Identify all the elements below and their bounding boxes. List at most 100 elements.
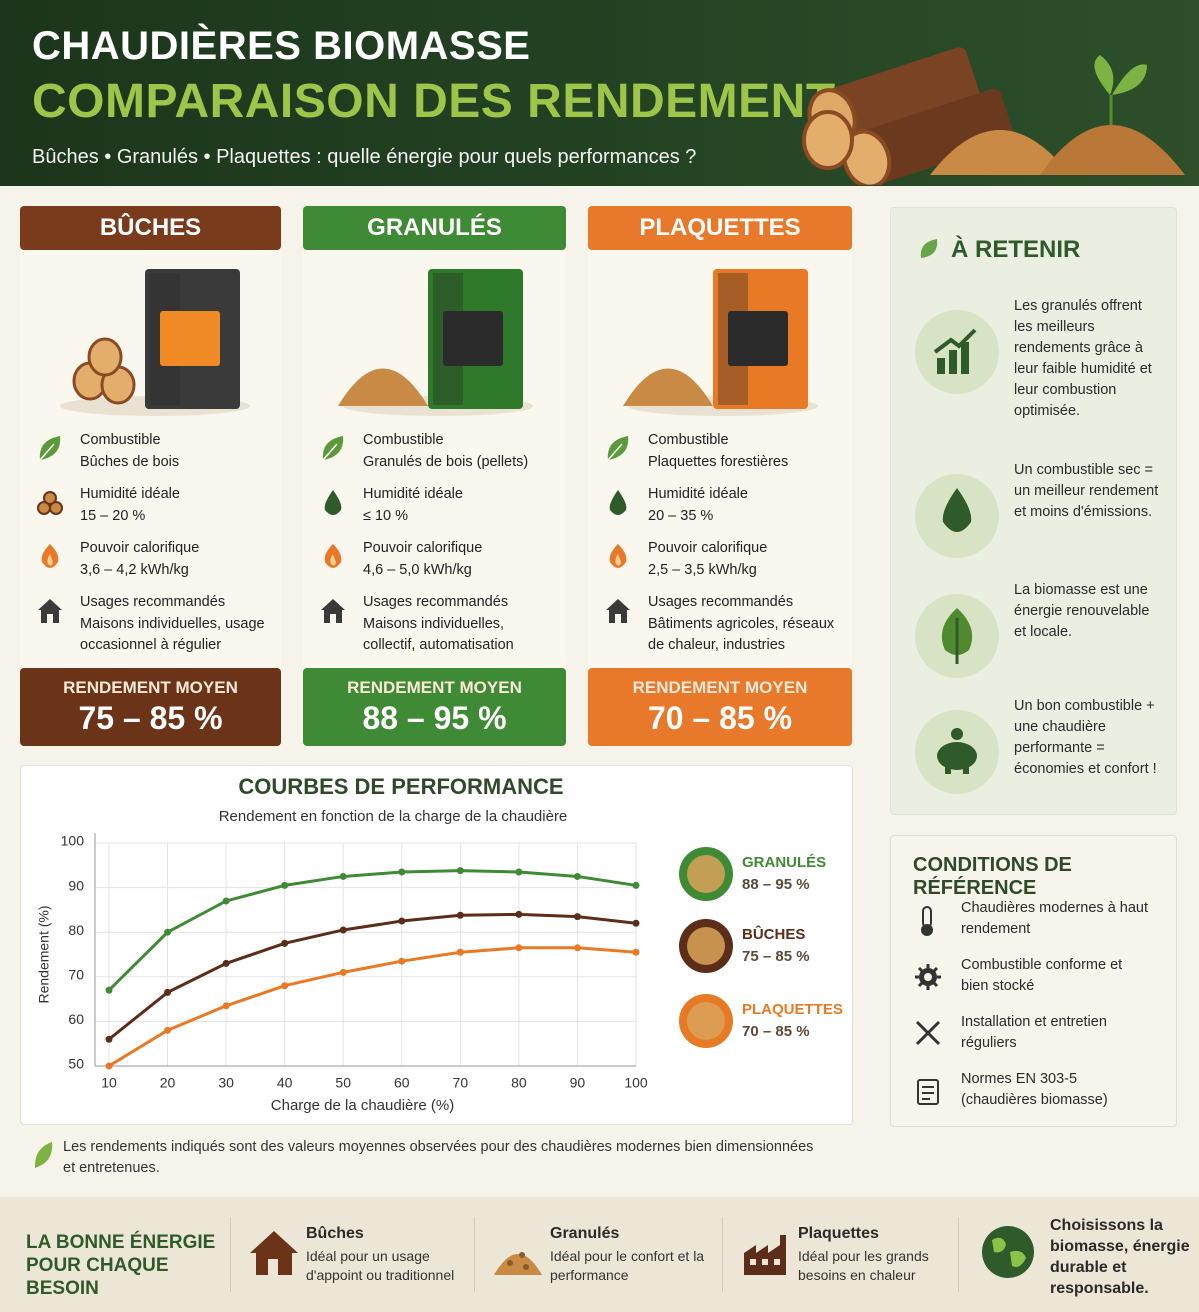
spec-value: Bûches de bois xyxy=(80,454,180,470)
spec-label: Usages recommandés xyxy=(648,594,794,610)
y-tick-label: 90 xyxy=(68,877,84,893)
condition-text: Normes EN 303-5 (chaudières biomasse) xyxy=(961,1071,1108,1108)
legend-name: BÛCHES xyxy=(742,925,805,943)
footer-item-text: Idéal pour le confort et la performance xyxy=(550,1248,705,1283)
data-point xyxy=(281,881,289,889)
retenir-text: Les granulés offrent les meilleurs rende… xyxy=(1014,298,1152,419)
spec-value: Granulés de bois (pellets) xyxy=(363,454,529,470)
data-point xyxy=(281,982,289,990)
separator xyxy=(958,1217,959,1292)
spec-icon xyxy=(38,599,62,623)
data-point xyxy=(105,1035,113,1043)
legend-detail: 70 – 85 % xyxy=(742,1023,810,1040)
separator xyxy=(722,1217,723,1292)
card: BÛCHES Combustible Bûches de bois Humidité… xyxy=(20,206,281,746)
footer-item-text: Idéal pour un usage d'appoint ou traditi… xyxy=(306,1248,455,1283)
chart-panel: COURBES DE PERFORMANCE Rendement en fonct… xyxy=(20,765,853,1125)
spec-row: Usages recommandés Maisons individuelles,… xyxy=(303,594,566,654)
chart: COURBES DE PERFORMANCE Rendement en fonct… xyxy=(36,774,843,1114)
footer-closing: Choisissons la biomasse, énergie durable… xyxy=(1050,1217,1190,1297)
spec-icon xyxy=(609,490,627,515)
boiler-illustration xyxy=(60,269,250,416)
data-point xyxy=(105,986,113,994)
card-title: BÛCHES xyxy=(20,206,281,250)
spec-row: Pouvoir calorifique 2,5 – 3,5 kWh/kg xyxy=(588,540,852,600)
data-point xyxy=(456,948,464,956)
footer-icon xyxy=(250,1231,298,1275)
spec-row: Humidité idéale 20 – 35 % xyxy=(588,486,852,546)
spec-label: Humidité idéale xyxy=(363,486,463,502)
spec-icon xyxy=(609,544,627,568)
spec-value: Plaquettes forestières xyxy=(648,454,789,470)
spec-label: Pouvoir calorifique xyxy=(80,540,200,556)
retenir-title: À RETENIR xyxy=(951,236,1081,263)
spec-value: Bâtiments agricoles, réseaux de chaleur,… xyxy=(648,616,835,653)
logs-illustration xyxy=(802,47,1185,185)
footer-item-text: Idéal pour les grands besoins en chaleur xyxy=(798,1248,929,1283)
spec-row: Usages recommandés Bâtiments agricoles, r… xyxy=(588,594,852,654)
data-point xyxy=(456,867,464,875)
card: GRANULÉS Combustible Granulés de bois (pe… xyxy=(303,206,566,746)
result-box: RENDEMENT MOYEN 88 – 95 % xyxy=(303,668,566,746)
data-point xyxy=(398,868,406,876)
spec-icon xyxy=(39,436,61,461)
subtitle: Bûches • Granulés • Plaquettes : quelle … xyxy=(32,146,697,168)
y-tick-label: 100 xyxy=(61,833,85,849)
y-tick-label: 70 xyxy=(68,967,84,983)
globe-icon xyxy=(982,1226,1034,1278)
series-line xyxy=(108,946,637,1068)
retenir-text: La biomasse est une énergie renouvelable… xyxy=(1014,582,1150,640)
x-tick-label: 90 xyxy=(570,1075,586,1091)
leaf-icon xyxy=(34,1142,53,1168)
footer-item-title: Plaquettes xyxy=(798,1225,879,1242)
retenir-icon xyxy=(915,710,999,794)
spec-value: Maisons individuelles, usage occasionnel… xyxy=(80,616,265,653)
x-axis-label: Charge de la chaudière (%) xyxy=(271,1097,454,1114)
data-point xyxy=(632,881,640,889)
card-title: PLAQUETTES xyxy=(588,206,852,250)
spec-row: Pouvoir calorifique 4,6 – 5,0 kWh/kg xyxy=(303,540,566,600)
spec-row: Pouvoir calorifique 3,6 – 4,2 kWh/kg xyxy=(20,540,281,600)
series-line xyxy=(107,869,637,992)
conditions-title: CONDITIONS DE RÉFÉRENCE xyxy=(913,854,1072,899)
leaf-icon xyxy=(920,239,938,258)
title-line1: CHAUDIÈRES BIOMASSE xyxy=(32,24,531,68)
spec-row: Combustible Bûches de bois xyxy=(20,432,281,492)
spec-row: Humidité idéale 15 – 20 % xyxy=(20,486,281,546)
legend-detail: 75 – 85 % xyxy=(742,948,810,965)
result-label: RENDEMENT MOYEN xyxy=(347,678,522,697)
data-point xyxy=(573,872,581,880)
data-point xyxy=(281,939,289,947)
spec-label: Combustible xyxy=(648,432,729,448)
separator xyxy=(230,1217,231,1292)
boiler-illustration xyxy=(338,269,533,416)
legend-name: GRANULÉS xyxy=(742,854,826,871)
spec-label: Pouvoir calorifique xyxy=(648,540,768,556)
x-tick-label: 50 xyxy=(335,1075,351,1091)
data-point xyxy=(339,872,347,880)
footnote: Les rendements indiqués sont des valeurs… xyxy=(63,1139,814,1176)
spec-label: Combustible xyxy=(80,432,161,448)
condition-icon xyxy=(921,906,933,936)
x-tick-label: 70 xyxy=(453,1075,469,1091)
x-tick-label: 20 xyxy=(160,1075,176,1091)
spec-icon xyxy=(322,436,344,461)
data-point xyxy=(456,911,464,919)
spec-row: Humidité idéale ≤ 10 % xyxy=(303,486,566,546)
footer-icon xyxy=(494,1252,542,1275)
spec-icon xyxy=(37,491,63,515)
legend-swatch-inner xyxy=(687,1002,725,1040)
data-point xyxy=(164,1026,172,1034)
data-point xyxy=(222,959,230,967)
data-point xyxy=(515,868,523,876)
footer: LA BONNE ÉNERGIE POUR CHAQUE BESOIN Choi… xyxy=(0,1197,1199,1312)
data-point xyxy=(164,928,172,936)
result-box: RENDEMENT MOYEN 70 – 85 % xyxy=(588,668,852,746)
title-line2: COMPARAISON DES RENDEMENTS xyxy=(32,75,869,128)
y-tick-label: 50 xyxy=(68,1056,84,1072)
spec-value: 4,6 – 5,0 kWh/kg xyxy=(363,562,472,578)
condition-icon xyxy=(915,964,941,990)
x-tick-label: 40 xyxy=(277,1075,293,1091)
condition-text: Chaudières modernes à haut rendement xyxy=(961,900,1149,937)
